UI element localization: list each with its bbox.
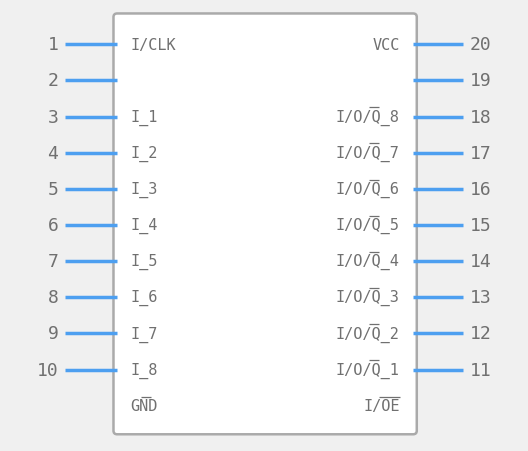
FancyBboxPatch shape xyxy=(114,14,417,434)
Text: I/O/Q_8: I/O/Q_8 xyxy=(336,109,400,125)
Text: I_2: I_2 xyxy=(130,145,158,161)
Text: I_6: I_6 xyxy=(130,290,158,306)
Text: 8: 8 xyxy=(48,289,58,307)
Text: 12: 12 xyxy=(470,325,492,343)
Text: 13: 13 xyxy=(470,289,492,307)
Text: I_5: I_5 xyxy=(130,253,158,270)
Text: 9: 9 xyxy=(48,325,58,343)
Text: I/O/Q_5: I/O/Q_5 xyxy=(336,217,400,234)
Text: I/O/Q_7: I/O/Q_7 xyxy=(336,145,400,161)
Text: 18: 18 xyxy=(470,108,492,126)
Text: VCC: VCC xyxy=(372,37,400,53)
Text: I/OE: I/OE xyxy=(363,398,400,414)
Text: 15: 15 xyxy=(470,216,492,235)
Text: 16: 16 xyxy=(470,180,492,198)
Text: 19: 19 xyxy=(470,72,492,90)
Text: 1: 1 xyxy=(48,36,58,54)
Text: 20: 20 xyxy=(470,36,492,54)
Text: I_7: I_7 xyxy=(130,326,158,342)
Text: I_4: I_4 xyxy=(130,217,158,234)
Text: 14: 14 xyxy=(470,253,492,271)
Text: I/O/Q_4: I/O/Q_4 xyxy=(336,253,400,270)
Text: I_1: I_1 xyxy=(130,109,158,125)
Text: 6: 6 xyxy=(48,216,58,235)
Text: I/O/Q_2: I/O/Q_2 xyxy=(336,326,400,342)
Text: 3: 3 xyxy=(48,108,58,126)
Text: I_3: I_3 xyxy=(130,181,158,198)
Text: GND: GND xyxy=(130,398,158,414)
Text: 4: 4 xyxy=(48,144,58,162)
Text: 7: 7 xyxy=(48,253,58,271)
Text: 5: 5 xyxy=(48,180,58,198)
Text: 11: 11 xyxy=(470,361,492,379)
Text: 17: 17 xyxy=(470,144,492,162)
Text: 10: 10 xyxy=(36,361,58,379)
Text: I/CLK: I/CLK xyxy=(130,37,176,53)
Text: I/O/Q_1: I/O/Q_1 xyxy=(336,362,400,378)
Text: I/O/Q_3: I/O/Q_3 xyxy=(336,290,400,306)
Text: I_8: I_8 xyxy=(130,362,158,378)
Text: 2: 2 xyxy=(48,72,58,90)
Text: I/O/Q_6: I/O/Q_6 xyxy=(336,181,400,198)
